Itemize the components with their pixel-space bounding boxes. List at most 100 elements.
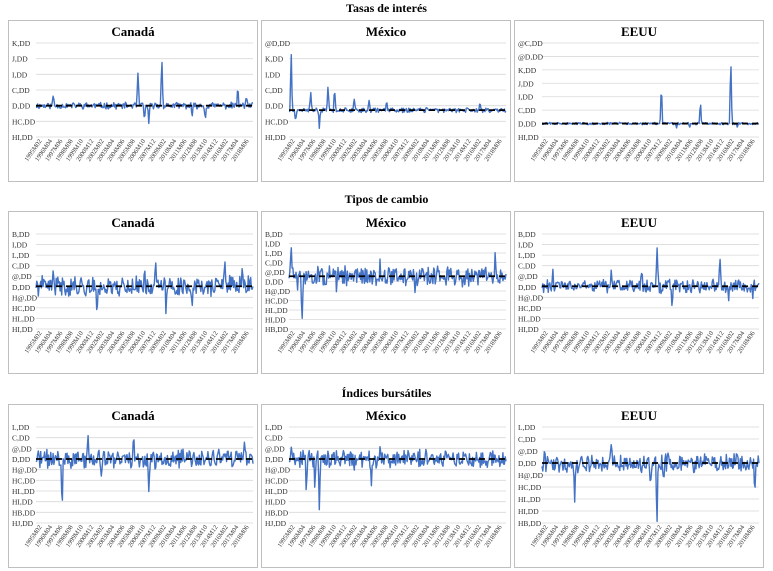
y-tick-label: HI,DD (265, 316, 286, 325)
y-tick-label: C,DD (518, 435, 536, 444)
y-tick-label: HL,DD (12, 487, 35, 496)
y-tick-label: HL,DD (265, 306, 288, 315)
line-chart: @C,DD@D,DDK,DDJ,DDI,DDC,DDD,DDHI,DD1995M… (518, 39, 759, 163)
line-chart: B,DDI,DDL,DDC,DD@,DDD,DDH@,DDHC,DDHL,DDH… (518, 230, 760, 355)
y-tick-label: HJ,DD (265, 519, 287, 528)
y-tick-label: H@,DD (265, 466, 291, 475)
chart-panel: @C,DD @D,DD K,DD J,DD I,DD C,DD D,DD HI,DD 1995M… (514, 20, 764, 182)
y-tick-label: D,DD (12, 283, 31, 292)
y-tick-label: HI,DD (265, 133, 286, 142)
y-tick-label: HC,DD (12, 476, 36, 485)
y-tick-label: C,DD (265, 86, 283, 95)
y-tick-label: I,DD (518, 241, 534, 250)
series-line (542, 66, 759, 129)
y-tick-label: I,DD (265, 240, 281, 249)
section-title-stock-indices: Índices bursátiles (341, 386, 432, 400)
y-tick-label: HC,DD (265, 117, 289, 126)
y-tick-label: D,DD (265, 102, 284, 111)
chart-panel: K,DD J,DD I,DD C,DD D,DD HC,DD HI,DD 1995M02 199… (8, 20, 258, 182)
line-chart: K,DDJ,DDI,DDC,DDD,DDHC,DDHI,DD1995M02199… (12, 39, 254, 163)
y-tick-label: @D,DD (265, 39, 291, 48)
y-tick-label: HB,DD (12, 508, 36, 517)
chart-title: México (365, 24, 407, 39)
y-tick-label: HL,DD (518, 495, 541, 504)
section-title-interest-rates: Tasas de interés (346, 1, 427, 15)
y-tick-label: C,DD (12, 434, 30, 443)
y-tick-label: @,DD (518, 447, 538, 456)
series-line (288, 446, 507, 511)
y-tick-label: C,DD (12, 262, 30, 271)
line-chart: L,DDC,DD@,DDD,DDH@,DDHC,DDHL,DDHI,DDHB,D… (518, 423, 760, 549)
y-tick-label: H@,DD (12, 293, 38, 302)
y-tick-label: @,DD (12, 272, 32, 281)
y-tick-label: L,DD (265, 423, 283, 432)
y-tick-label: HL,DD (12, 314, 35, 323)
y-tick-label: HJ,DD (12, 519, 34, 528)
chart-title: EEUU (620, 215, 658, 230)
series-line (541, 444, 760, 523)
y-tick-label: HC,DD (12, 304, 36, 313)
line-chart: @D,DDK,DDI,DDC,DDD,DDHC,DDHI,DD1995M0219… (265, 39, 507, 163)
y-tick-label: D,DD (518, 283, 537, 292)
y-tick-label: HC,DD (518, 304, 542, 313)
line-chart: L,DDC,DD@,DDD,DDH@,DDHC,DDHL,DDHI,DDHB,D… (265, 423, 507, 549)
y-tick-label: H@,DD (12, 466, 38, 475)
y-tick-label: HL,DD (265, 487, 288, 496)
y-tick-label: L,DD (12, 251, 30, 260)
y-tick-label: HB,DD (265, 325, 289, 334)
line-chart: B,DDI,DDL,DDC,DD@,DDD,DDH@,DDHC,DDHL,DDH… (265, 230, 507, 355)
y-tick-label: HI,DD (12, 133, 33, 142)
chart-title: México (365, 215, 407, 230)
chart-panel: L,DD C,DD @,DD D,DD H@,DD HC,DD HL,DD HI,DD HB,D… (261, 404, 511, 568)
y-tick-label: HI,DD (12, 498, 33, 507)
y-tick-label: D,DD (518, 120, 537, 129)
chart-panel: B,DD I,DD L,DD C,DD @,DD D,DD H@,DD HC,DD HL,DD H… (261, 211, 511, 374)
chart-title: Canadá (111, 408, 155, 423)
y-tick-label: K,DD (12, 39, 31, 48)
series-line (541, 247, 760, 307)
y-tick-label: C,DD (518, 262, 536, 271)
section-title-exchange-rates: Tipos de cambio (344, 192, 429, 206)
y-tick-label: K,DD (265, 55, 284, 64)
y-tick-label: @,DD (12, 444, 32, 453)
chart-panel: L,DD C,DD @,DD D,DD H@,DD HC,DD HL,DD HI,DD HB,D… (514, 404, 764, 568)
chart-panel: @D,DD K,DD I,DD C,DD D,DD HC,DD HI,DD 1995M02 19… (261, 20, 511, 182)
y-tick-label: I,DD (518, 93, 534, 102)
y-tick-label: I,DD (265, 70, 281, 79)
y-tick-label: HC,DD (518, 483, 542, 492)
y-tick-label: D,DD (518, 459, 537, 468)
y-tick-label: @,DD (265, 444, 285, 453)
y-tick-label: HI,DD (518, 507, 539, 516)
chart-panel: L,DD C,DD @,DD D,DD H@,DD HC,DD HL,DD HI,DD HB,D… (8, 404, 258, 568)
y-tick-label: D,DD (265, 278, 284, 287)
y-tick-label: HI,DD (518, 133, 539, 142)
y-tick-label: I,DD (12, 241, 28, 250)
y-tick-label: HI,DD (12, 325, 33, 334)
y-tick-label: C,DD (12, 86, 30, 95)
chart-title: México (365, 408, 407, 423)
y-tick-label: L,DD (518, 251, 536, 260)
chart-title: Canadá (111, 24, 155, 39)
y-tick-label: B,DD (518, 230, 536, 239)
y-tick-label: B,DD (12, 230, 30, 239)
y-tick-label: HL,DD (518, 314, 541, 323)
y-tick-label: HI,DD (518, 325, 539, 334)
y-tick-label: L,DD (518, 423, 536, 432)
y-tick-label: HC,DD (265, 297, 289, 306)
y-tick-label: C,DD (265, 259, 283, 268)
chart-title: EEUU (620, 408, 658, 423)
y-tick-label: K,DD (518, 66, 537, 75)
y-tick-label: I,DD (12, 70, 28, 79)
y-tick-label: HC,DD (265, 476, 289, 485)
series-line (35, 434, 254, 501)
y-tick-label: @C,DD (518, 39, 543, 48)
line-chart: L,DDC,DD@,DDD,DDH@,DDHC,DDHL,DDHI,DDHB,D… (12, 423, 254, 549)
y-tick-label: HC,DD (12, 117, 36, 126)
series-line (288, 54, 507, 130)
y-tick-label: HB,DD (518, 519, 542, 528)
y-tick-label: H@,DD (518, 293, 544, 302)
y-tick-label: B,DD (265, 230, 283, 239)
chart-title: EEUU (620, 24, 658, 39)
y-tick-label: C,DD (518, 106, 536, 115)
y-tick-label: D,DD (12, 455, 31, 464)
